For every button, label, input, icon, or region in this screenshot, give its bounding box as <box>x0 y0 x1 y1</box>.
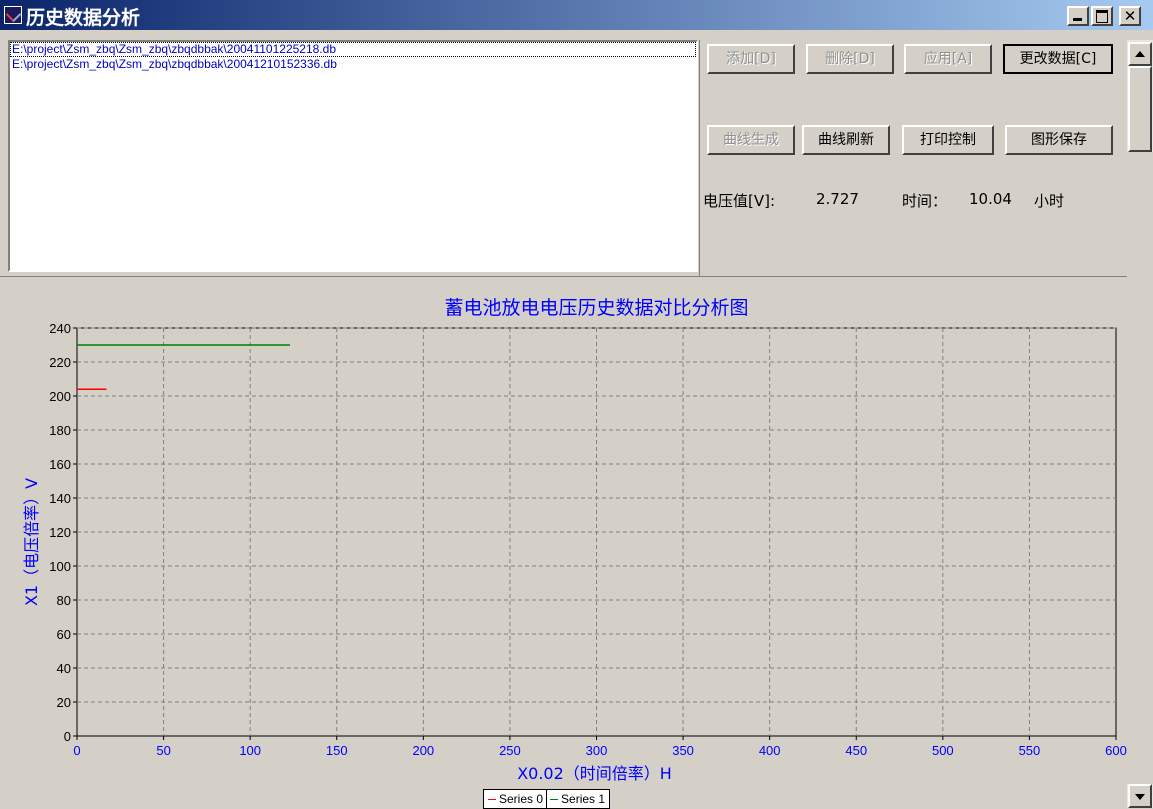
x-tick-label: 0 <box>73 743 80 758</box>
print-control-button[interactable]: 打印控制 <box>902 125 994 155</box>
legend-swatch <box>550 799 559 801</box>
chart-title: 蓄电池放电电压历史数据对比分析图 <box>444 297 748 319</box>
chart-app-icon[interactable] <box>4 6 22 24</box>
chart-panel: 0 50 100 150 200 250 300 350 400 450 500 550 600 0 20 4… <box>0 276 1127 809</box>
y-tick-label: 20 <box>57 695 71 710</box>
y-tick-label: 0 <box>64 729 71 744</box>
y-tick-label: 220 <box>49 355 71 370</box>
y-tick-label: 180 <box>49 423 71 438</box>
x-tick-label: 250 <box>499 743 521 758</box>
x-tick-label: 150 <box>326 743 348 758</box>
y-tick-label: 80 <box>57 593 71 608</box>
panel-divider <box>699 40 700 276</box>
curve-refresh-button[interactable]: 曲线刷新 <box>802 125 890 155</box>
legend-swatch <box>488 799 496 801</box>
change-data-button[interactable]: 更改数据[C] <box>1003 44 1113 74</box>
file-list[interactable]: E:\project\Zsm_zbq\Zsm_zbq\zbqdbbak\2004… <box>8 40 698 272</box>
time-unit: 小时 <box>1034 192 1065 210</box>
vertical-scrollbar[interactable] <box>1127 40 1153 808</box>
file-list-item[interactable]: E:\project\Zsm_zbq\Zsm_zbq\zbqdbbak\2004… <box>12 57 337 71</box>
x-tick-label: 550 <box>1019 743 1041 758</box>
delete-button[interactable]: 删除[D] <box>806 44 894 74</box>
arrow-up-icon[interactable] <box>1128 42 1152 66</box>
y-axis-label: X1（电压倍率）V <box>22 478 41 606</box>
title-bar: 历史数据分析 ✕ <box>0 0 1153 30</box>
close-button[interactable]: ✕ <box>1119 6 1141 26</box>
voltage-value: 2.727 <box>816 190 859 208</box>
y-tick-label: 60 <box>57 627 71 642</box>
apply-button[interactable]: 应用[A] <box>904 44 992 74</box>
x-tick-label: 500 <box>932 743 954 758</box>
x-tick-label: 350 <box>672 743 694 758</box>
y-tick-label: 120 <box>49 525 71 540</box>
x-tick-label: 400 <box>759 743 781 758</box>
x-tick-label: 450 <box>845 743 867 758</box>
legend-label: Series 1 <box>561 792 606 806</box>
add-button[interactable]: 添加[D] <box>707 44 795 74</box>
voltage-label: 电压值[V]: <box>703 192 776 210</box>
scrollbar-track[interactable] <box>1127 152 1153 784</box>
y-tick-label: 240 <box>49 321 71 336</box>
chart: 0 50 100 150 200 250 300 350 400 450 500 550 600 0 20 4… <box>22 297 1127 783</box>
legend-label: Series 0 <box>499 792 544 806</box>
y-tick-label: 140 <box>49 491 71 506</box>
file-list-item[interactable]: E:\project\Zsm_zbq\Zsm_zbq\zbqdbbak\2004… <box>10 42 696 57</box>
legend-item: Series 0 <box>488 790 543 808</box>
scrollbar-thumb[interactable] <box>1128 66 1152 152</box>
close-icon: ✕ <box>1123 7 1137 25</box>
legend-separator <box>546 790 548 808</box>
x-tick-label: 300 <box>586 743 608 758</box>
time-value: 10.04 <box>969 190 1012 208</box>
x-tick-label: 50 <box>156 743 170 758</box>
x-axis-label: X0.02（时间倍率）H <box>517 764 672 783</box>
y-tick-label: 160 <box>49 457 71 472</box>
legend-item: Series 1 <box>550 790 605 808</box>
x-tick-label: 200 <box>412 743 434 758</box>
minimize-button[interactable] <box>1067 6 1089 26</box>
curve-generate-button[interactable]: 曲线生成 <box>707 125 795 155</box>
y-tick-label: 200 <box>49 389 71 404</box>
save-graph-button[interactable]: 图形保存 <box>1005 125 1113 155</box>
y-tick-label: 40 <box>57 661 71 676</box>
maximize-button[interactable] <box>1091 6 1113 26</box>
arrow-down-icon[interactable] <box>1128 784 1152 808</box>
y-tick-label: 100 <box>49 559 71 574</box>
x-tick-label: 100 <box>239 743 261 758</box>
chart-legend: Series 0 Series 1 <box>483 789 611 809</box>
window-title: 历史数据分析 <box>26 7 141 29</box>
time-label: 时间： <box>902 192 948 210</box>
x-tick-label: 600 <box>1105 743 1127 758</box>
